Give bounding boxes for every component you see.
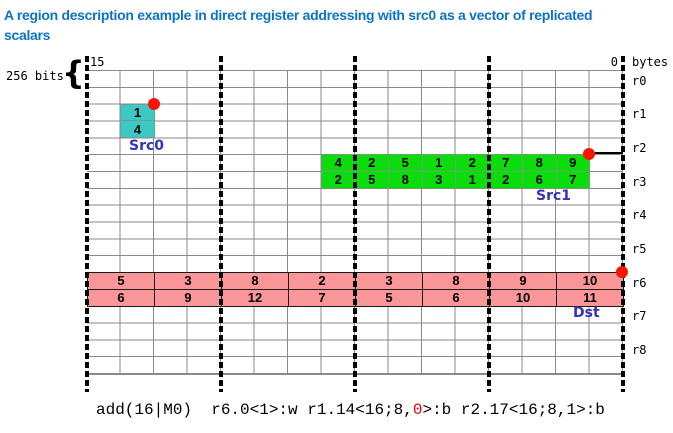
byte-index-0-label: 0 [610, 55, 618, 69]
cell-value: 6 [422, 288, 490, 307]
register-label-r2: r2 [632, 141, 647, 156]
cell-value: 3 [154, 272, 222, 290]
cell-value: 5 [354, 170, 389, 189]
cell-value: 10 [556, 272, 624, 290]
cell-value: 7 [288, 288, 356, 307]
register-label-r7: r7 [632, 309, 647, 324]
figure-title: A region description example in direct r… [4, 5, 604, 45]
cell-value: 2 [354, 154, 389, 172]
register-width-label: 256 bits [6, 69, 64, 83]
register-label-r0: r0 [632, 73, 647, 88]
byte-index-15-label: 15 [90, 55, 105, 69]
dst-block: 5 3 8 2 3 8 9 10 6 9 12 7 5 6 10 11 [87, 272, 624, 307]
dword-boundary-line-0 [85, 56, 89, 392]
src0-origin-dot [148, 98, 160, 110]
src1-origin-dot [583, 148, 595, 160]
instruction-suffix: >:b r2.17<16;8,1>:b [422, 401, 605, 419]
cell-value: 7 [555, 170, 590, 189]
register-label-r6: r6 [632, 275, 647, 290]
register-width-brace: { [62, 54, 85, 92]
cell-value: 7 [488, 154, 523, 172]
register-label-r4: r4 [632, 208, 647, 223]
instruction-highlighted-operand: 0 [412, 401, 423, 419]
dword-boundary-line-1 [219, 56, 223, 392]
cell-value: 6 [87, 288, 155, 307]
cell-value: 12 [221, 288, 289, 307]
cell-value: 4 [321, 154, 356, 172]
figure-title-line2: scalars [4, 27, 51, 43]
cell-value: 11 [556, 288, 624, 307]
dst-label: Dst [573, 305, 600, 321]
cell-value: 8 [388, 170, 423, 189]
instruction-prefix: add(16|M0) r6.0<1>:w r1.14<16;8, [96, 401, 413, 419]
cell-value: 4 [120, 120, 155, 138]
dword-boundary-line-4 [621, 56, 625, 392]
cell-value: 5 [355, 288, 423, 307]
instruction-text: add(16|M0) r6.0<1>:w r1.14<16;8,0>:b r2.… [96, 401, 605, 419]
cell-value: 10 [489, 288, 557, 307]
cell-value: 2 [321, 170, 356, 189]
cell-value: 9 [154, 288, 222, 307]
register-label-r8: r8 [632, 343, 647, 358]
dword-boundary-line-2 [353, 56, 357, 392]
src0-label: Src0 [129, 138, 165, 154]
cell-value: 8 [522, 154, 557, 172]
cell-value: 5 [87, 272, 155, 290]
dst-origin-dot [616, 266, 628, 278]
cell-value: 5 [388, 154, 423, 172]
bytes-unit-label: bytes [632, 55, 669, 69]
register-label-r5: r5 [632, 242, 647, 257]
register-label-r3: r3 [632, 174, 647, 189]
cell-value: 8 [422, 272, 490, 290]
cell-value: 8 [221, 272, 289, 290]
cell-value: 2 [455, 154, 490, 172]
figure-title-line1: A region description example in direct r… [4, 7, 593, 23]
src0-block: 1 4 [120, 103, 155, 138]
dword-boundary-line-3 [487, 56, 491, 392]
cell-value: 3 [355, 272, 423, 290]
cell-value: 2 [288, 272, 356, 290]
cell-value: 1 [455, 170, 490, 189]
cell-value: 3 [421, 170, 456, 189]
cell-value: 6 [522, 170, 557, 189]
src1-label: Src1 [536, 188, 572, 204]
src1-pointer-line [589, 152, 623, 154]
cell-value: 1 [421, 154, 456, 172]
cell-value: 9 [489, 272, 557, 290]
register-label-r1: r1 [632, 107, 647, 122]
cell-value: 2 [488, 170, 523, 189]
